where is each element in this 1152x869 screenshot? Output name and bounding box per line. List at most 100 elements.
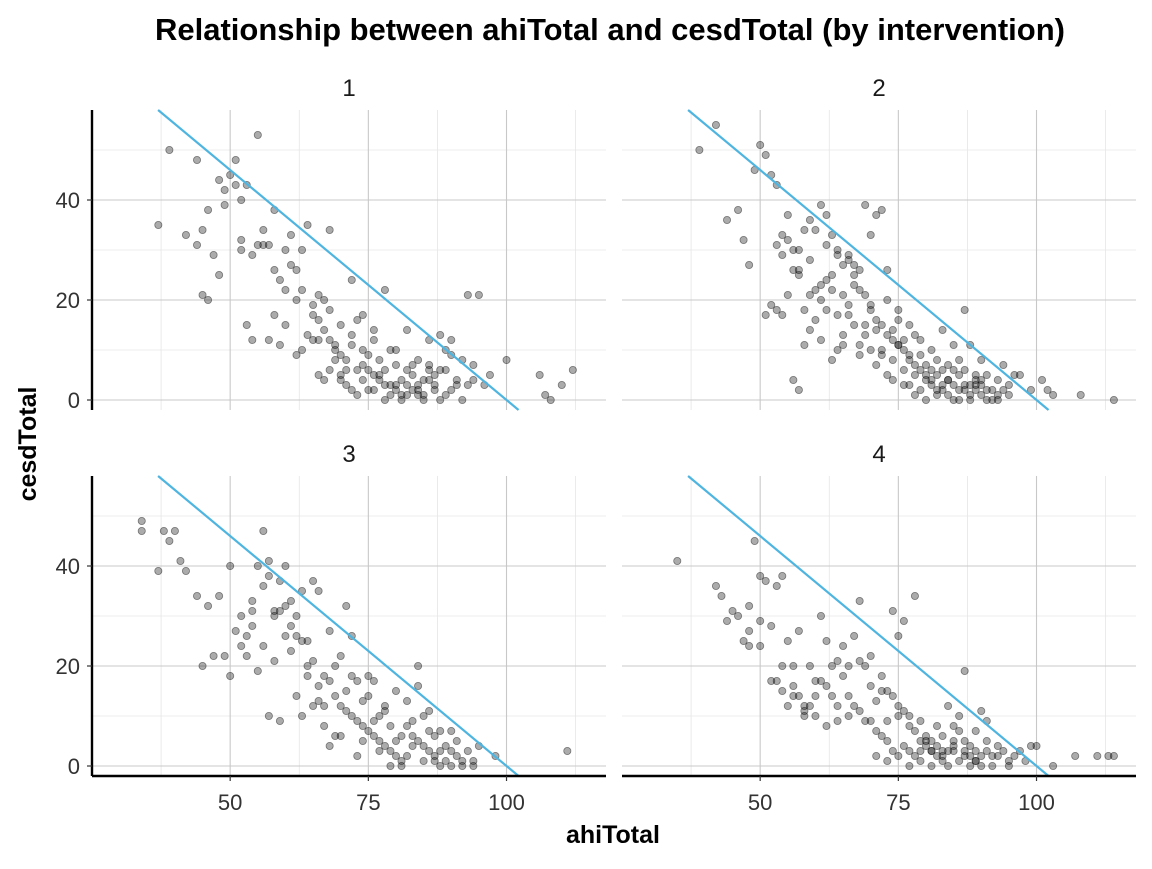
data-point <box>916 717 925 726</box>
data-point <box>342 602 351 611</box>
data-point <box>298 245 307 254</box>
data-point <box>905 712 914 721</box>
data-point <box>408 360 417 369</box>
data-point <box>458 395 467 404</box>
data-point <box>237 245 246 254</box>
data-point <box>833 657 842 666</box>
data-point <box>231 155 240 164</box>
data-point <box>894 712 903 721</box>
data-point <box>275 607 284 616</box>
data-point <box>811 692 820 701</box>
data-point <box>955 712 964 721</box>
data-point <box>789 375 798 384</box>
data-point <box>894 340 903 349</box>
data-point <box>369 677 378 686</box>
data-point <box>789 245 798 254</box>
data-point <box>430 370 439 379</box>
data-point <box>281 632 290 641</box>
data-point <box>391 752 400 761</box>
data-point <box>320 295 329 304</box>
data-point <box>303 672 312 681</box>
data-point <box>259 582 268 591</box>
data-point <box>822 305 831 314</box>
data-point <box>960 380 969 389</box>
data-point <box>767 677 776 686</box>
data-point <box>275 717 284 726</box>
data-point <box>839 260 848 269</box>
facet-strip-label: 1 <box>342 75 355 102</box>
data-point <box>336 350 345 359</box>
data-point <box>391 385 400 394</box>
data-point <box>745 627 754 636</box>
data-point <box>811 712 820 721</box>
data-point <box>397 757 406 766</box>
data-point <box>745 642 754 651</box>
data-point <box>204 602 213 611</box>
data-point <box>955 727 964 736</box>
data-point <box>469 762 478 771</box>
data-point <box>198 225 207 234</box>
data-point <box>375 747 384 756</box>
data-point <box>137 517 146 526</box>
data-point <box>320 702 329 711</box>
data-point <box>899 617 908 626</box>
data-point <box>441 390 450 399</box>
data-point <box>292 692 301 701</box>
data-point <box>270 607 279 616</box>
data-point <box>899 742 908 751</box>
data-point <box>960 737 969 746</box>
data-point <box>833 245 842 254</box>
data-point <box>756 572 765 581</box>
data-point <box>822 722 831 731</box>
data-point <box>877 732 886 741</box>
data-point <box>910 752 919 761</box>
data-point <box>778 662 787 671</box>
data-point <box>1004 757 1013 766</box>
data-point <box>839 672 848 681</box>
data-point <box>855 350 864 359</box>
data-point <box>910 360 919 369</box>
data-point <box>905 350 914 359</box>
data-point <box>364 727 373 736</box>
data-point <box>938 380 947 389</box>
data-point <box>237 612 246 621</box>
data-point <box>723 617 732 626</box>
data-point <box>469 360 478 369</box>
data-point <box>309 300 318 309</box>
data-point <box>314 587 323 596</box>
data-point <box>866 230 875 239</box>
data-point <box>855 707 864 716</box>
data-point <box>905 722 914 731</box>
data-point <box>181 230 190 239</box>
data-point <box>369 325 378 334</box>
data-point <box>176 557 185 566</box>
data-point <box>949 722 958 731</box>
data-point <box>358 375 367 384</box>
data-point <box>927 375 936 384</box>
data-point <box>960 752 969 761</box>
data-point <box>425 727 434 736</box>
data-point <box>905 355 914 364</box>
data-point <box>408 742 417 751</box>
data-point <box>248 335 257 344</box>
data-point <box>949 737 958 746</box>
data-point <box>1071 752 1080 761</box>
data-point <box>977 707 986 716</box>
data-point <box>927 762 936 771</box>
data-point <box>546 395 555 404</box>
data-point <box>414 380 423 389</box>
data-point <box>855 657 864 666</box>
data-point <box>866 300 875 309</box>
data-point <box>154 220 163 229</box>
data-point <box>419 712 428 721</box>
data-point <box>1004 762 1013 771</box>
data-point <box>1049 390 1058 399</box>
data-point <box>320 722 329 731</box>
data-point <box>828 270 837 279</box>
data-point <box>839 290 848 299</box>
data-point <box>391 737 400 746</box>
data-point <box>452 375 461 384</box>
data-point <box>971 747 980 756</box>
data-point <box>447 762 456 771</box>
data-point <box>971 757 980 766</box>
